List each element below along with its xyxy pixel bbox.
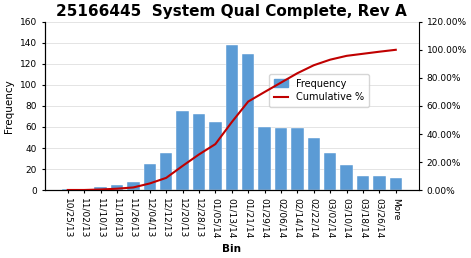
Bar (324, 153, 336, 190)
Bar (259, 127, 271, 190)
Bar (373, 176, 386, 190)
Bar (357, 176, 369, 190)
Bar (160, 153, 172, 190)
Bar (308, 138, 320, 190)
Bar (111, 185, 123, 190)
Y-axis label: Frequency: Frequency (4, 79, 14, 133)
X-axis label: Bin: Bin (222, 244, 241, 254)
Bar (390, 178, 402, 190)
Bar (62, 189, 74, 190)
Bar (193, 114, 205, 190)
Bar (275, 128, 287, 190)
Bar (341, 165, 353, 190)
Bar (242, 54, 254, 190)
Bar (177, 111, 189, 190)
Title: 25166445  System Qual Complete, Rev A: 25166445 System Qual Complete, Rev A (57, 4, 407, 19)
Legend: Frequency, Cumulative %: Frequency, Cumulative % (269, 74, 369, 107)
Bar (94, 187, 107, 190)
Bar (209, 122, 221, 190)
Bar (144, 164, 156, 190)
Bar (127, 182, 139, 190)
Bar (226, 45, 238, 190)
Bar (291, 128, 303, 190)
